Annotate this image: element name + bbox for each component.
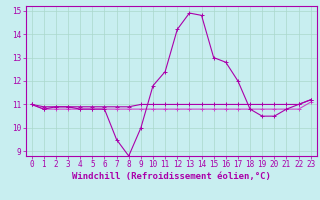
X-axis label: Windchill (Refroidissement éolien,°C): Windchill (Refroidissement éolien,°C)	[72, 172, 271, 181]
